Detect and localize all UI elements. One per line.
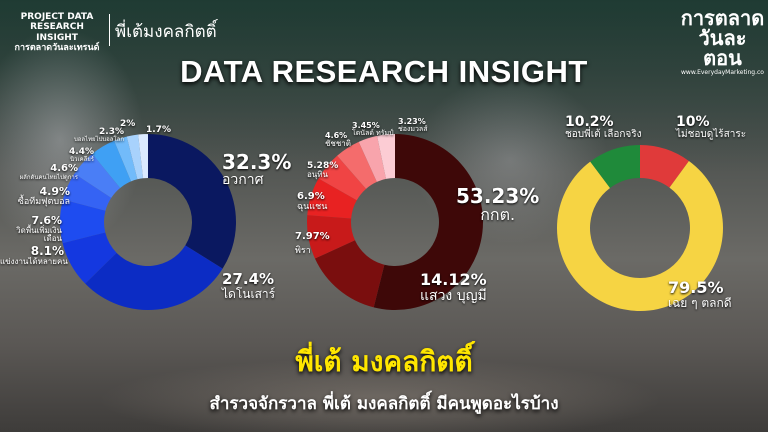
c3-name-0: ไม่ชอบดูไร้สาระ <box>676 128 747 140</box>
c1-label-0: 32.3% อวกาศ <box>222 152 291 188</box>
c1-label-6: 4.4% นิวเคลียร์ <box>30 147 94 164</box>
chart1-slice-5 <box>74 153 121 198</box>
c2-name-6: โดนัลด์ ทรัมป์ <box>352 129 394 138</box>
c3-name-2: ชอบพี่เต้ เลือกจริง <box>565 128 642 140</box>
c2-pct-7: 3.23% <box>398 117 426 126</box>
c1-pct-1: 27.4% <box>222 270 275 288</box>
chart2-slice-5 <box>337 141 377 189</box>
c1-label-4: 4.9% ซื้อทีมฟุตบอล <box>0 186 70 207</box>
chart2-slice-2 <box>307 215 355 259</box>
chart3-slice-1 <box>557 160 723 311</box>
c2-label-7: 3.23% ช่องมวลส์ <box>398 117 428 134</box>
c2-name-0: กกต. <box>480 205 516 224</box>
c2-name-4: อนุทิน <box>307 170 329 180</box>
c1-name-2: แข่งงานได้หลายคน <box>0 256 68 266</box>
c1-name-1: ไดโนเสาร์ <box>222 286 276 301</box>
c3-name-1: เฉย ๆ ตลกดี <box>668 295 732 310</box>
logo-url: www.EverydayMarketing.co <box>681 69 764 76</box>
c2-name-2: พิรา <box>295 245 311 256</box>
chart2-slice-0 <box>373 134 484 310</box>
page-title: DATA RESEARCH INSIGHT <box>180 54 588 89</box>
c1-label-5: 4.6% ผลักดันคนไทยไปดูการ <box>0 163 78 181</box>
c2-pct-1: 14.12% <box>420 270 487 289</box>
divider <box>109 14 110 46</box>
c1-pct-5: 4.6% <box>50 163 78 174</box>
c1-label-8: 2% <box>120 119 136 129</box>
c1-name-7: บอลไทยไปบอลโลก <box>73 136 124 144</box>
c1-pct-4: 4.9% <box>39 185 70 198</box>
c2-name-3: ฉุนแชน <box>297 201 328 212</box>
c3-pct-2: 10.2% <box>565 114 614 130</box>
c2-pct-5: 4.6% <box>325 131 348 140</box>
chart1-slice-4 <box>62 173 112 211</box>
c2-label-5: 4.6% ชัชชาติ <box>325 131 351 149</box>
c1-name-4: ซื้อทีมฟุตบอล <box>17 196 70 207</box>
c1-pct-7: 2.3% <box>99 127 124 137</box>
c2-name-7: ช่องมวลส์ <box>398 125 428 134</box>
project-badge: PROJECT DATA RESEARCH INSIGHT การตลาดวัน… <box>8 12 106 53</box>
chart1-slice-1 <box>85 245 223 311</box>
c2-pct-4: 5.28% <box>307 161 339 171</box>
c1-name-5: ผลักดันคนไทยไปดูการ <box>19 173 78 181</box>
c2-label-6: 3.45% โดนัลด์ ทรัมป์ <box>352 121 394 138</box>
c1-pct-2: 8.1% <box>30 244 64 258</box>
c2-pct-2: 7.97% <box>295 231 330 242</box>
c3-pct-0: 10% <box>676 114 710 130</box>
chart2-slice-7 <box>377 134 395 179</box>
c3-label-1: 79.5% เฉย ๆ ตลกดี <box>668 278 732 310</box>
chart2-slice-6 <box>358 135 387 182</box>
chart2-slice-1 <box>314 240 385 308</box>
c1-pct-8: 2% <box>120 119 136 129</box>
c2-name-1: แสวง บุญมี <box>420 287 487 304</box>
c1-name-6: นิวเคลียร์ <box>70 156 94 164</box>
chart2-slice-4 <box>318 155 367 201</box>
c3-label-2: 10.2% ชอบพี่เต้ เลือกจริง <box>565 115 642 140</box>
c2-name-5: ชัชชาติ <box>325 139 351 149</box>
chart1-slice-0 <box>148 134 236 269</box>
c1-label-9: 1.7% <box>146 125 171 135</box>
chart2-slice-3 <box>307 178 357 219</box>
c1-pct-9: 1.7% <box>146 125 171 135</box>
c1-label-7: 2.3% บอลไทยไปบอลโลก <box>62 127 124 144</box>
logo-line2: วันละตอน <box>698 26 747 70</box>
chart3-slice-2 <box>590 145 640 188</box>
chart3-slice-0 <box>640 145 689 188</box>
chart1-slice-2 <box>62 232 117 284</box>
c2-label-1: 14.12% แสวง บุญมี <box>420 270 487 304</box>
c2-label-2: 7.97% พิรา <box>295 231 330 256</box>
topic-label: พี่เต้มงคลกิตติ์ <box>115 22 217 42</box>
c2-label-0: 53.23% กกต. <box>456 186 539 224</box>
c2-pct-3: 6.9% <box>297 191 325 202</box>
chart1-slice-9 <box>138 134 148 179</box>
c1-pct-6: 4.4% <box>69 147 94 157</box>
c1-pct-3: 7.6% <box>31 214 62 227</box>
project-line1: PROJECT DATA <box>20 12 94 22</box>
c1-label-2: 8.1% แข่งงานได้หลายคน <box>0 244 68 266</box>
project-line3: การตลาดวันละเทรนด์ <box>14 43 100 54</box>
logo-line1: การตลาด <box>680 6 765 30</box>
c3-label-0: 10% ไม่ชอบดูไร้สาระ <box>676 115 746 140</box>
c2-label-4: 5.28% อนุทิน <box>307 161 339 180</box>
c1-name-3: วิดพื้นเพิ่มเงินเดือน <box>16 225 62 243</box>
chart1-slice-7 <box>114 136 138 182</box>
footer-headline: พี่เต้ มงคลกิตติ์ <box>295 345 473 378</box>
footer-subtitle: สำรวจจักรวาล พี่เต้ มงคลกิตติ์ มีคนพูดอะ… <box>209 394 559 414</box>
c1-name-0: อวกาศ <box>222 172 264 188</box>
c1-label-3: 7.6% วิดพื้นเพิ่มเงินเดือน <box>0 215 62 243</box>
c1-pct-0: 32.3% <box>222 150 292 174</box>
chart1-slice-3 <box>60 199 106 244</box>
c2-label-3: 6.9% ฉุนแชน <box>297 191 328 212</box>
project-line2: RESEARCH INSIGHT <box>30 22 84 43</box>
c3-pct-1: 79.5% <box>668 278 724 297</box>
c2-pct-0: 53.23% <box>456 184 540 208</box>
brand-logo: การตลาด วันละตอน www.EverydayMarketing.c… <box>680 8 765 76</box>
c1-label-1: 27.4% ไดโนเสาร์ <box>222 270 276 301</box>
chart1-slice-8 <box>126 134 144 180</box>
c2-pct-6: 3.45% <box>352 121 380 130</box>
chart1-slice-6 <box>92 140 132 188</box>
